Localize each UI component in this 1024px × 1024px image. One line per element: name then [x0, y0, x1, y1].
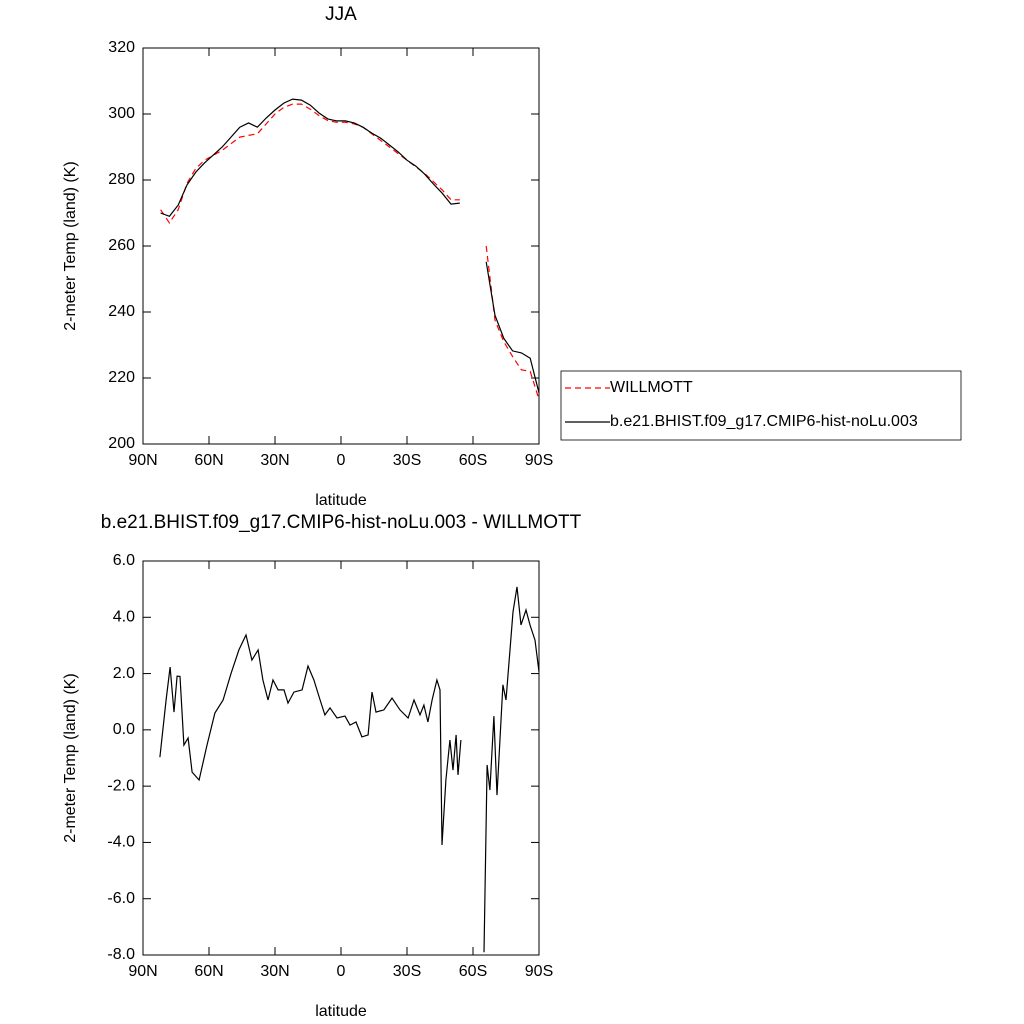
x-tick-label: 60S — [459, 963, 487, 980]
y-tick-label: 260 — [108, 237, 135, 254]
y-tick-label: 240 — [108, 303, 135, 320]
legend-frame — [560, 370, 962, 441]
y-tick-label: 2.0 — [113, 665, 135, 682]
data-line — [160, 103, 540, 400]
legend-label: b.e21.BHIST.f09_g17.CMIP6-hist-noLu.003 — [610, 413, 918, 430]
x-tick-label: 90S — [525, 963, 553, 980]
chart-title: JJA — [325, 4, 357, 25]
y-tick-label: 6.0 — [113, 552, 135, 569]
y-tick-label: 320 — [108, 39, 135, 56]
legend-label: WILLMOTT — [610, 379, 693, 396]
plot-frame — [142, 47, 540, 445]
x-tick-label: 0 — [337, 452, 346, 469]
x-tick-label: 60N — [194, 452, 223, 469]
y-tick-label: 4.0 — [113, 609, 135, 626]
y-tick-label: -2.0 — [107, 777, 135, 794]
y-tick-label: -6.0 — [107, 890, 135, 907]
y-tick-label: -4.0 — [107, 834, 135, 851]
x-tick-label: 60N — [194, 963, 223, 980]
x-tick-label: 30S — [393, 452, 421, 469]
x-tick-label: 30S — [393, 963, 421, 980]
data-line — [160, 98, 540, 394]
y-axis-label: 2-meter Temp (land) (K) — [62, 673, 79, 843]
x-tick-label: 0 — [337, 963, 346, 980]
data-line — [159, 586, 540, 953]
legend: WILLMOTT b.e21.BHIST.f09_g17.CMIP6-hist-n… — [560, 370, 962, 441]
x-tick-label: 30N — [260, 963, 289, 980]
x-tick-label: 60S — [459, 452, 487, 469]
y-axis-label: 2-meter Temp (land) (K) — [62, 161, 79, 331]
x-tick-label: 90S — [525, 452, 553, 469]
y-tick-label: -8.0 — [107, 946, 135, 963]
plot-frame — [142, 560, 540, 956]
y-tick-label: 280 — [108, 171, 135, 188]
x-tick-label: 30N — [260, 452, 289, 469]
x-axis-label: latitude — [315, 1003, 367, 1020]
x-axis-label: latitude — [315, 492, 367, 509]
y-tick-label: 0.0 — [113, 721, 135, 738]
x-tick-label: 90N — [128, 963, 157, 980]
x-tick-label: 90N — [128, 452, 157, 469]
y-tick-label: 200 — [108, 435, 135, 452]
chart-title: b.e21.BHIST.f09_g17.CMIP6-hist-noLu.003 … — [101, 512, 582, 533]
y-tick-label: 300 — [108, 105, 135, 122]
y-tick-label: 220 — [108, 369, 135, 386]
